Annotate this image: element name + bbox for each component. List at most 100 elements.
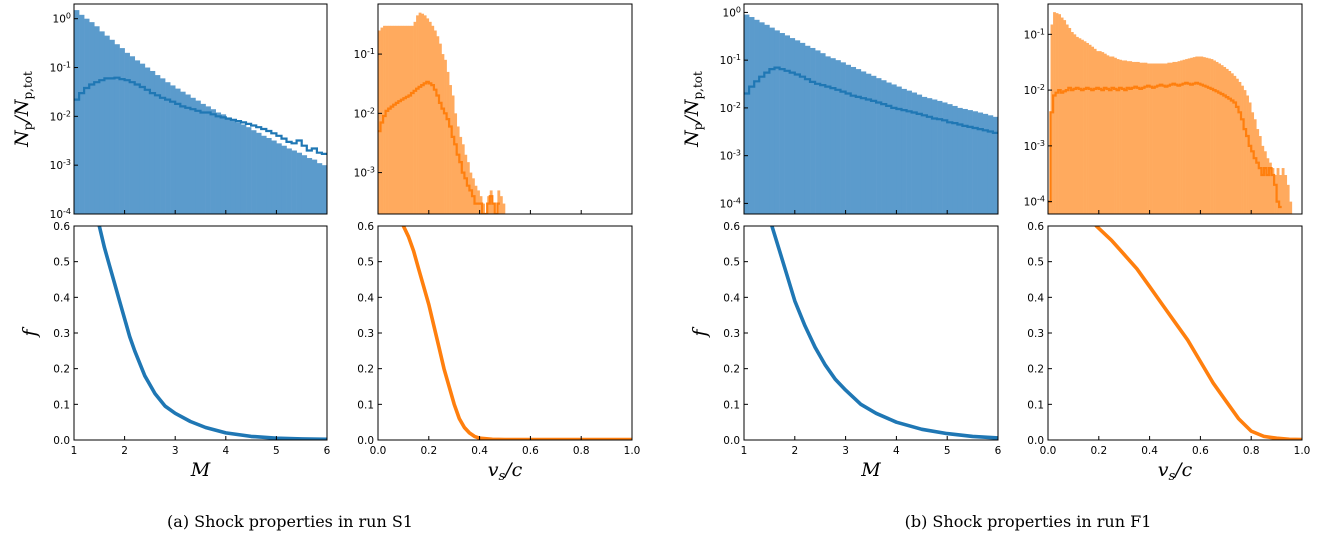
- plot-area: [401, 226, 632, 440]
- hist-bar: [931, 99, 938, 214]
- hist-bar: [1053, 12, 1056, 214]
- y-tick-label: 0.5: [723, 257, 740, 269]
- hist-bar: [403, 25, 407, 214]
- hist-bar: [1157, 63, 1161, 214]
- hist-bar: [926, 98, 933, 214]
- hist-bar: [891, 84, 897, 214]
- panel-F1-vel-hist: 10-4 10-3 10-2 10-1: [1024, 3, 1303, 215]
- hist-bar: [850, 66, 857, 214]
- y-tick-label: 0.3: [1027, 328, 1044, 340]
- x-tick-label: 0.8: [573, 445, 590, 457]
- plot-area: [744, 14, 998, 214]
- hist-bar: [1208, 58, 1211, 214]
- hist-bar: [416, 15, 419, 214]
- hist-bar: [385, 25, 389, 214]
- hist-bar: [180, 91, 186, 214]
- y-tick-label: 0.2: [1027, 364, 1044, 376]
- hist-bar: [441, 54, 445, 214]
- y-tick-label: 0.3: [53, 328, 70, 340]
- hist-step-line: [378, 80, 500, 214]
- hist-bar: [461, 144, 465, 214]
- hist-bar: [215, 112, 222, 214]
- hist-bar: [286, 148, 292, 214]
- hist-bar: [1055, 13, 1059, 214]
- hist-bar: [881, 80, 887, 214]
- hist-bar: [276, 143, 282, 214]
- hist-bar: [1210, 59, 1214, 214]
- hist-bar: [114, 44, 120, 214]
- hist-bar: [962, 108, 968, 214]
- hist-bar: [769, 27, 775, 214]
- x-tick-label: 0.2: [1090, 445, 1107, 457]
- hist-bar: [170, 85, 176, 214]
- y-axis-label: f: [19, 327, 41, 339]
- hist-bar: [1073, 34, 1077, 214]
- hist-bar: [1081, 39, 1084, 214]
- hist-bar: [400, 25, 404, 214]
- y-tick-label: 10-1: [1024, 27, 1045, 41]
- hist-bar: [774, 30, 780, 214]
- hist-bar: [426, 18, 430, 214]
- hist-bar: [1078, 38, 1082, 214]
- hist-bar: [1134, 61, 1138, 214]
- y-tick-label: 100: [723, 5, 741, 19]
- hist-bar: [444, 59, 447, 214]
- axes-frame: [1047, 3, 1303, 215]
- hist-bar: [1263, 151, 1267, 214]
- hist-bar: [1169, 62, 1173, 214]
- hist-bar: [1124, 60, 1128, 214]
- x-tick-label: 2: [791, 445, 798, 457]
- hist-bar: [1136, 61, 1140, 214]
- hist-bar: [1256, 129, 1260, 214]
- hist-bar: [210, 109, 216, 214]
- hist-bar: [271, 140, 277, 214]
- axes-frame: [73, 225, 328, 441]
- hist-bar: [794, 40, 801, 214]
- hist-bar: [395, 25, 399, 214]
- x-tick-label: 0.4: [1141, 445, 1158, 457]
- x-axis-label: vs/c: [488, 459, 523, 484]
- hist-bar: [1228, 71, 1232, 214]
- hist-bar: [124, 52, 130, 214]
- hist-bar: [1190, 57, 1194, 214]
- hist-bar: [871, 75, 877, 214]
- hist-bar: [165, 82, 171, 214]
- hist-bar: [1197, 56, 1201, 214]
- hist-bar: [1131, 61, 1135, 214]
- y-tick-label: 10-3: [354, 166, 375, 180]
- hist-bar: [449, 85, 452, 214]
- hist-bar: [408, 25, 412, 214]
- y-tick-label: 0.2: [53, 364, 70, 376]
- hist-bar: [1152, 63, 1155, 214]
- hist-bar: [830, 58, 836, 214]
- hist-bar: [1144, 62, 1148, 214]
- x-tick-label: 6: [995, 445, 1002, 457]
- hist-bar: [1141, 62, 1145, 214]
- hist-bar: [454, 113, 458, 214]
- hist-bar: [764, 24, 770, 214]
- hist-bar: [1274, 175, 1277, 214]
- hist-bar: [744, 14, 750, 214]
- hist-bar: [129, 56, 136, 214]
- y-tick-label: 0.3: [723, 328, 740, 340]
- hist-bar: [1048, 201, 1051, 214]
- y-tick-label: 0.5: [1027, 257, 1044, 269]
- y-tick-label: 0.6: [1027, 221, 1044, 233]
- hist-bar: [474, 185, 478, 214]
- hist-bar: [1268, 162, 1272, 214]
- hist-bar: [1108, 56, 1112, 214]
- hist-bar: [1164, 63, 1168, 214]
- y-tick-label: 10-2: [50, 109, 71, 123]
- hist-bar: [921, 96, 928, 214]
- hist-bar: [901, 88, 907, 214]
- plot-area: [97, 226, 327, 440]
- hist-bar: [1187, 58, 1191, 214]
- y-tick-label: 10-3: [1024, 139, 1045, 153]
- hist-bar: [754, 19, 760, 214]
- x-tick-label: 5: [944, 445, 951, 457]
- hist-bar: [390, 25, 394, 214]
- hist-bar: [860, 71, 867, 214]
- hist-bar: [306, 158, 313, 214]
- hist-bar: [79, 14, 85, 214]
